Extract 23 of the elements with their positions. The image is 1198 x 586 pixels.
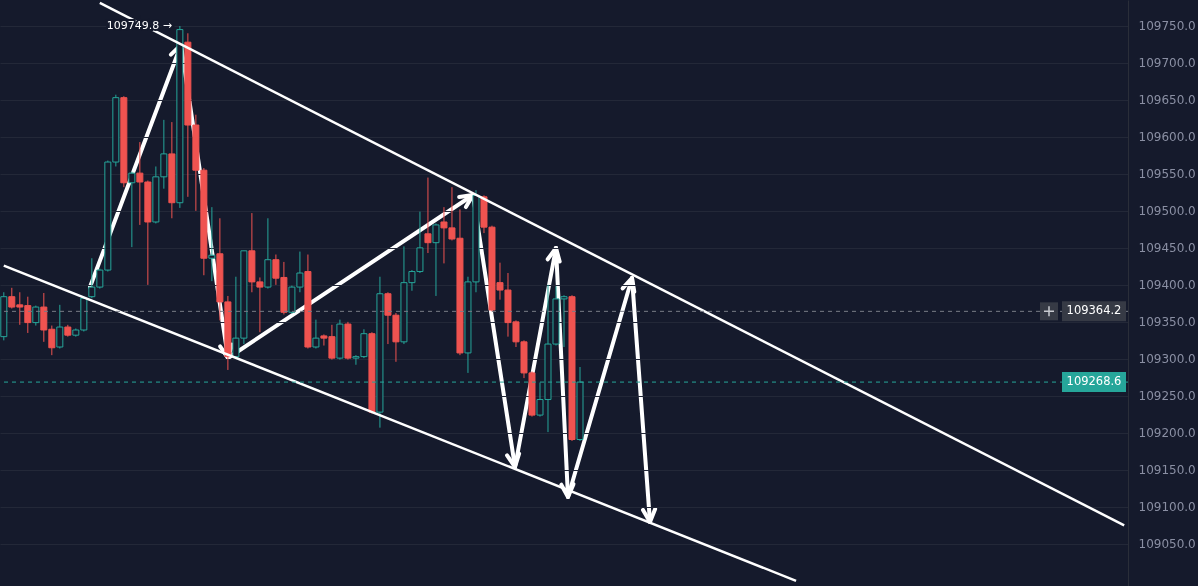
y-tick-label: 109450.0 xyxy=(1138,241,1196,256)
y-tick-label: 109300.0 xyxy=(1138,352,1196,367)
y-tick-label: 109250.0 xyxy=(1138,389,1196,404)
candlestick xyxy=(424,177,432,254)
y-tick-label: 109750.0 xyxy=(1138,19,1196,34)
candlestick xyxy=(432,222,440,297)
y-tick-label: 109400.0 xyxy=(1138,278,1196,293)
candlestick xyxy=(312,319,320,349)
y-tick-label: 109650.0 xyxy=(1138,93,1196,108)
y-tick-label: 109350.0 xyxy=(1138,315,1196,330)
y-tick-label: 109050.0 xyxy=(1138,537,1196,552)
y-tick-label: 109700.0 xyxy=(1138,56,1196,71)
y-tick-label: 109100.0 xyxy=(1138,500,1196,515)
y-tick-label: 109550.0 xyxy=(1138,167,1196,182)
candlestick xyxy=(56,304,64,349)
candlestick xyxy=(128,171,136,248)
y-tick-label: 109500.0 xyxy=(1138,204,1196,219)
y-tick-label: 109200.0 xyxy=(1138,426,1196,441)
candlestick xyxy=(208,206,216,282)
y-tick-label: 109600.0 xyxy=(1138,130,1196,145)
ref-line-label: 109268.6 xyxy=(1066,374,1122,389)
y-tick-label: 109150.0 xyxy=(1138,463,1196,478)
ref-line-label: 109364.2 xyxy=(1066,303,1122,318)
